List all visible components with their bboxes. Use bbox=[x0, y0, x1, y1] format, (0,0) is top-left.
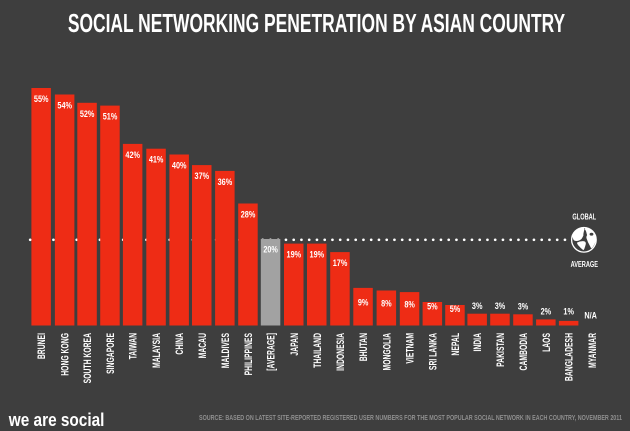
svg-text:JAPAN: JAPAN bbox=[288, 333, 300, 356]
svg-text:VIETNAM: VIETNAM bbox=[404, 333, 416, 364]
svg-text:5%: 5% bbox=[450, 303, 461, 314]
svg-text:PAKISTAN: PAKISTAN bbox=[494, 333, 506, 367]
svg-text:9%: 9% bbox=[358, 296, 369, 307]
svg-text:MACAU: MACAU bbox=[196, 333, 208, 359]
svg-text:42%: 42% bbox=[125, 149, 140, 160]
svg-text:INDIA: INDIA bbox=[472, 333, 484, 352]
svg-text:MALDIVES: MALDIVES bbox=[219, 333, 231, 368]
svg-text:MYANMAR: MYANMAR bbox=[586, 333, 598, 368]
svg-text:we are social: we are social bbox=[8, 410, 105, 431]
svg-text:BRUNEI: BRUNEI bbox=[36, 333, 48, 359]
svg-text:3%: 3% bbox=[472, 300, 483, 311]
svg-text:20%: 20% bbox=[263, 243, 278, 254]
svg-text:CHINA: CHINA bbox=[174, 333, 186, 355]
svg-text:BHUTAN: BHUTAN bbox=[357, 333, 369, 361]
svg-text:40%: 40% bbox=[172, 159, 187, 170]
svg-text:37%: 37% bbox=[195, 170, 210, 181]
svg-text:54%: 54% bbox=[57, 99, 72, 110]
svg-text:8%: 8% bbox=[404, 298, 415, 309]
svg-text:5%: 5% bbox=[427, 300, 438, 311]
svg-text:41%: 41% bbox=[149, 154, 164, 165]
svg-text:AVERAGE: AVERAGE bbox=[571, 260, 599, 269]
svg-text:MONGOLIA: MONGOLIA bbox=[381, 333, 393, 371]
svg-text:1%: 1% bbox=[563, 306, 574, 317]
svg-text:MALAYSIA: MALAYSIA bbox=[150, 333, 162, 368]
svg-text:SOUTH KOREA: SOUTH KOREA bbox=[81, 333, 93, 384]
svg-text:NEPAL: NEPAL bbox=[449, 333, 461, 356]
svg-text:SOURCE: BASED ON LATEST SITE-R: SOURCE: BASED ON LATEST SITE-REPORTED RE… bbox=[199, 414, 622, 422]
svg-text:3%: 3% bbox=[518, 300, 529, 311]
svg-text:THAILAND: THAILAND bbox=[311, 333, 323, 368]
svg-text:19%: 19% bbox=[310, 249, 325, 260]
svg-text:51%: 51% bbox=[103, 111, 118, 122]
svg-text:2%: 2% bbox=[541, 305, 552, 316]
svg-text:PHILIPPINES: PHILIPPINES bbox=[242, 333, 254, 375]
svg-text:17%: 17% bbox=[333, 257, 348, 268]
svg-text:CAMBODIA: CAMBODIA bbox=[517, 333, 529, 371]
svg-text:INDONESIA: INDONESIA bbox=[334, 333, 346, 371]
svg-text:55%: 55% bbox=[34, 93, 49, 104]
svg-text:36%: 36% bbox=[218, 176, 233, 187]
svg-text:8%: 8% bbox=[381, 297, 392, 308]
svg-text:BANGLADESH: BANGLADESH bbox=[563, 333, 575, 381]
svg-text:SRI LANKA: SRI LANKA bbox=[427, 333, 439, 370]
svg-text:SOCIAL NETWORKING PENETRATION: SOCIAL NETWORKING PENETRATION BY ASIAN C… bbox=[68, 8, 566, 37]
svg-text:SINGAPORE: SINGAPORE bbox=[104, 333, 116, 374]
svg-text:GLOBAL: GLOBAL bbox=[572, 212, 596, 221]
svg-text:LAOS: LAOS bbox=[540, 333, 552, 352]
svg-text:TAIWAN: TAIWAN bbox=[127, 333, 139, 359]
svg-text:3%: 3% bbox=[495, 300, 506, 311]
svg-text:N/A: N/A bbox=[584, 309, 597, 320]
svg-text:[AVERAGE]: [AVERAGE] bbox=[265, 333, 277, 371]
svg-text:28%: 28% bbox=[241, 208, 256, 219]
svg-text:52%: 52% bbox=[80, 108, 95, 119]
svg-text:HONG KONG: HONG KONG bbox=[59, 333, 71, 376]
svg-text:19%: 19% bbox=[287, 249, 302, 260]
